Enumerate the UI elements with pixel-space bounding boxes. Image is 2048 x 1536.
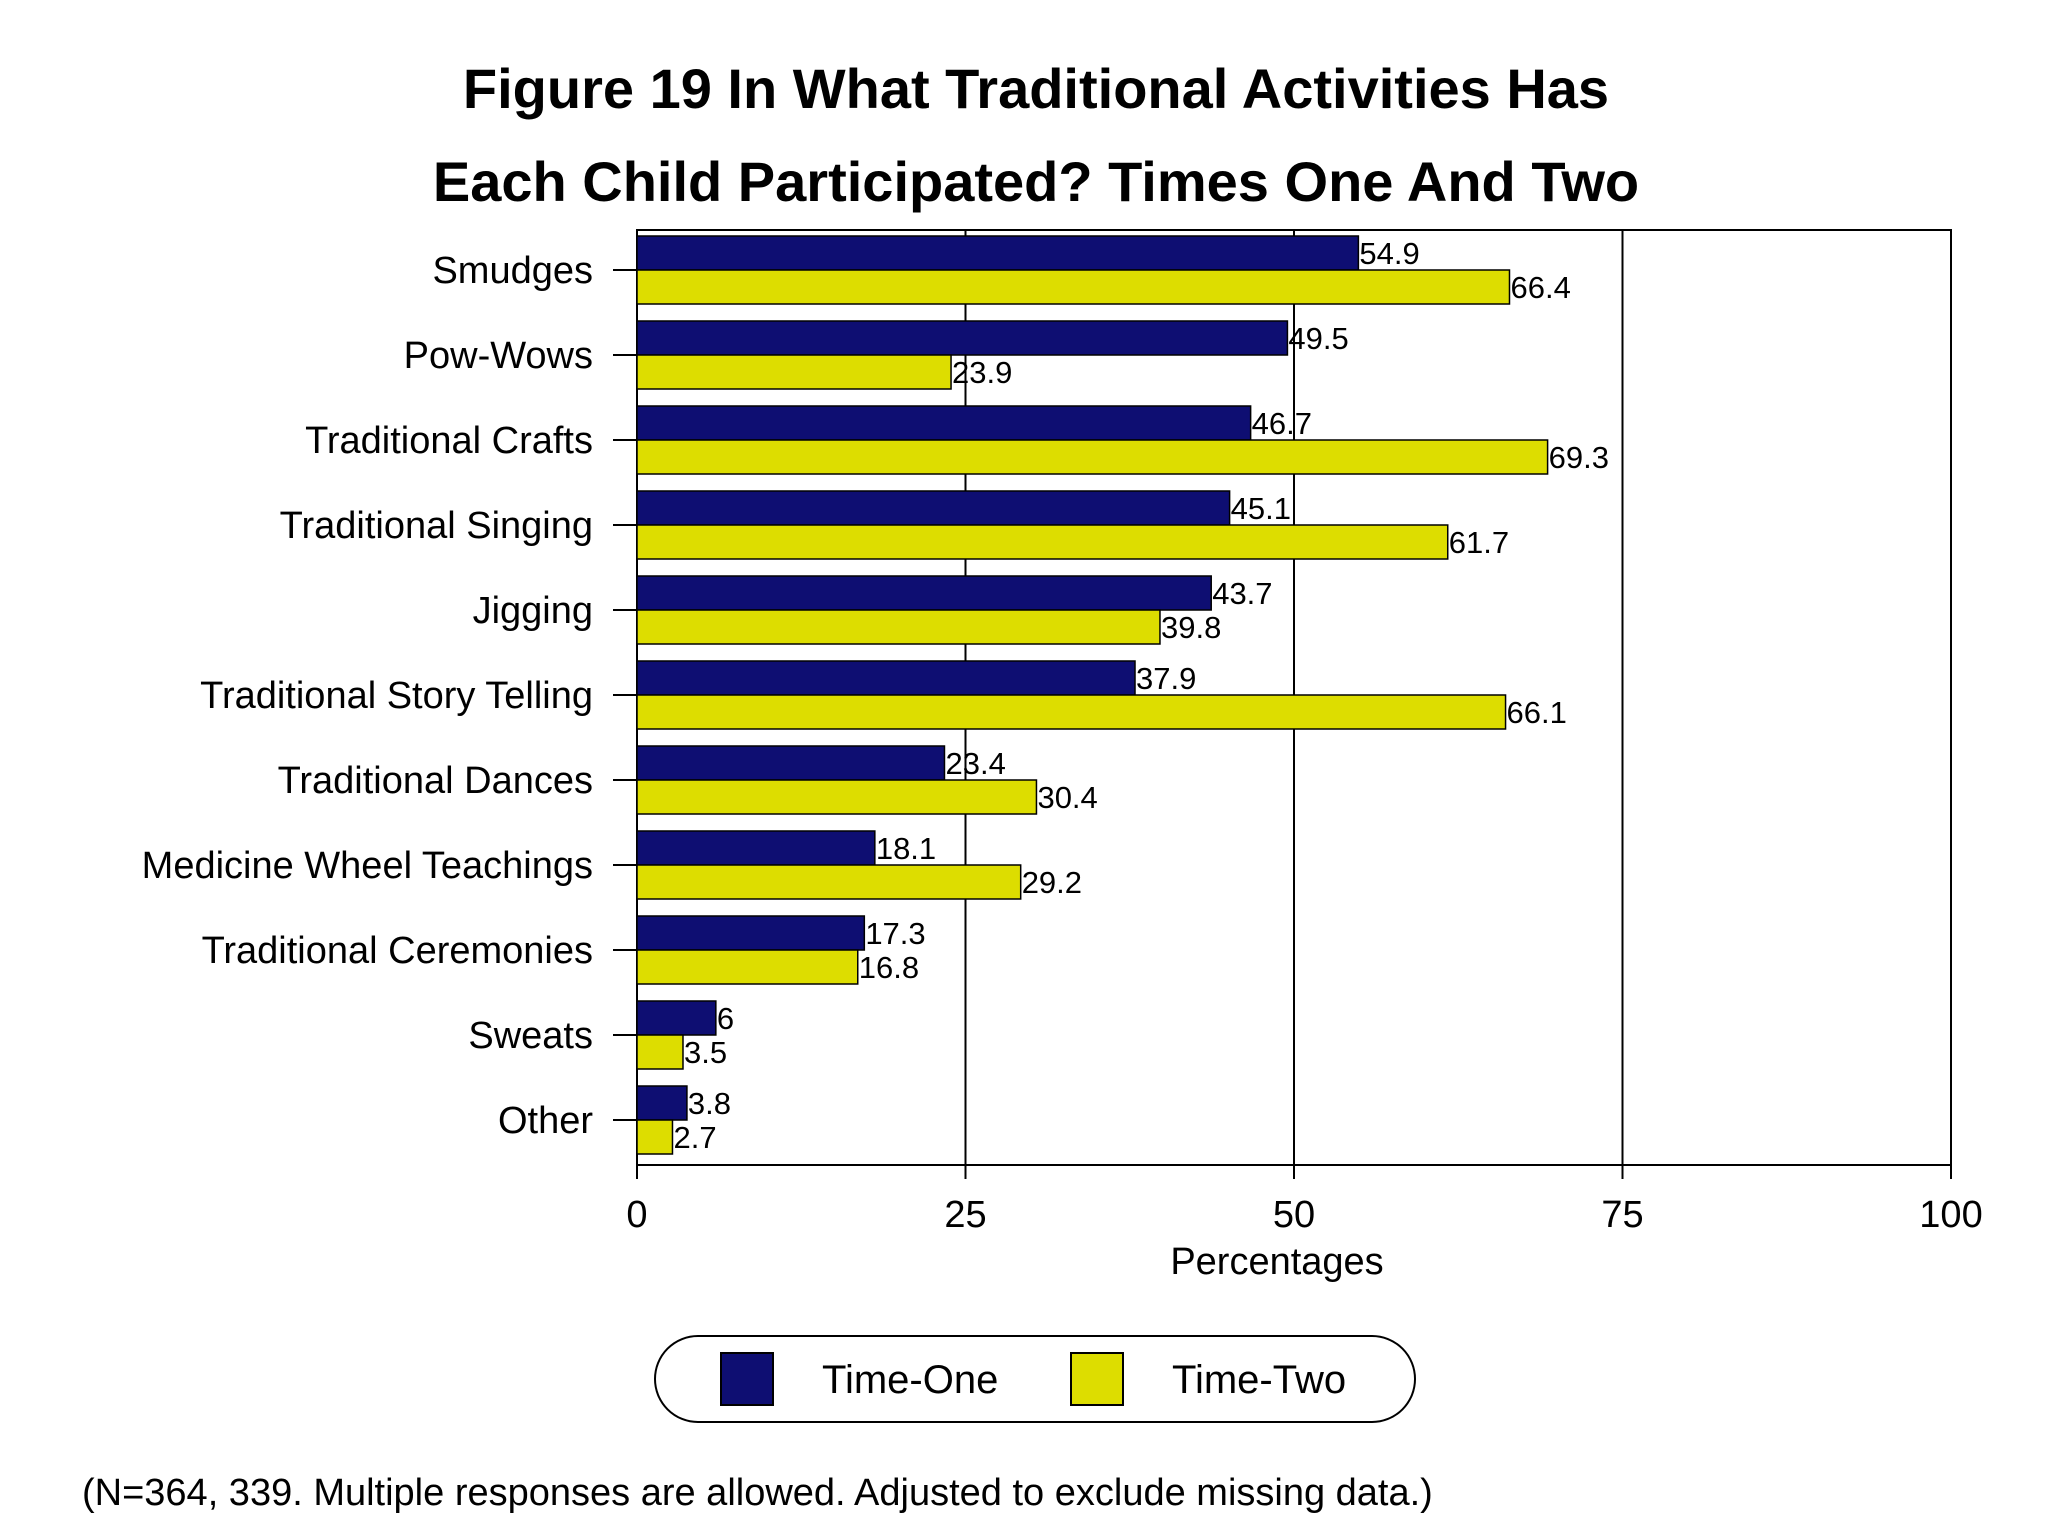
bar-time-one-sweats xyxy=(636,1000,717,1036)
bar-time-two-traditional-singing xyxy=(636,524,1449,560)
data-label-time-two-jigging: 39.8 xyxy=(1161,610,1221,645)
bar-time-one-medicine-wheel-teachings xyxy=(636,830,876,866)
data-label-time-one-pow-wows: 49.5 xyxy=(1288,321,1348,356)
data-label-time-one-traditional-crafts: 46.7 xyxy=(1252,406,1312,441)
legend-label-time-one: Time-One xyxy=(822,1358,998,1402)
data-label-time-two-traditional-dances: 30.4 xyxy=(1037,780,1097,815)
legend: Time-One Time-Two xyxy=(654,1335,1416,1423)
category-label-pow-wows: Pow-Wows xyxy=(404,335,593,377)
legend-swatch-time-one xyxy=(720,1352,774,1406)
data-label-time-one-smudges: 54.9 xyxy=(1359,236,1419,271)
data-label-time-one-medicine-wheel-teachings: 18.1 xyxy=(876,831,936,866)
data-label-time-two-sweats: 3.5 xyxy=(684,1035,727,1070)
data-label-time-two-traditional-ceremonies: 16.8 xyxy=(859,950,919,985)
bar-time-one-traditional-singing xyxy=(636,490,1231,526)
plot-area: 0 25 50 75 100 Smudges 54.9 66.4 Pow-Wows 49.5 23.… xyxy=(142,229,1983,1236)
bar-time-one-traditional-story-telling xyxy=(636,660,1136,696)
data-label-time-two-pow-wows: 23.9 xyxy=(952,355,1012,390)
bar-time-one-traditional-crafts xyxy=(636,405,1252,441)
bar-time-two-traditional-crafts xyxy=(636,439,1549,475)
legend-swatch-time-two xyxy=(1070,1352,1124,1406)
data-label-time-two-traditional-crafts: 69.3 xyxy=(1549,440,1609,475)
data-label-time-one-sweats: 6 xyxy=(717,1001,734,1036)
x-tick-label-50: 50 xyxy=(1273,1194,1315,1236)
x-tick-label-100: 100 xyxy=(1919,1194,1982,1236)
data-label-time-one-traditional-story-telling: 37.9 xyxy=(1136,661,1196,696)
bar-time-two-traditional-ceremonies xyxy=(636,949,859,985)
legend-label-time-two: Time-Two xyxy=(1172,1358,1346,1402)
bar-time-two-traditional-dances xyxy=(636,779,1038,815)
data-label-time-two-other: 2.7 xyxy=(673,1120,716,1155)
category-label-sweats: Sweats xyxy=(468,1015,593,1057)
data-label-time-two-smudges: 66.4 xyxy=(1510,270,1570,305)
x-tick-label-25: 25 xyxy=(944,1194,986,1236)
bar-time-one-traditional-dances xyxy=(636,745,946,781)
category-label-traditional-crafts: Traditional Crafts xyxy=(305,420,593,462)
chart-title-line-1: Figure 19 In What Traditional Activities… xyxy=(463,57,1609,120)
category-label-traditional-singing: Traditional Singing xyxy=(280,505,593,547)
category-label-traditional-story-telling: Traditional Story Telling xyxy=(200,675,593,717)
data-label-time-one-other: 3.8 xyxy=(688,1086,731,1121)
bar-time-two-smudges xyxy=(636,269,1511,305)
category-label-other: Other xyxy=(498,1100,593,1142)
bar-time-one-jigging xyxy=(636,575,1212,611)
bar-time-two-jigging xyxy=(636,609,1161,645)
data-label-time-one-jigging: 43.7 xyxy=(1212,576,1272,611)
bar-time-one-pow-wows xyxy=(636,320,1289,356)
footnote: (N=364, 339. Multiple responses are allo… xyxy=(82,1472,1433,1514)
data-label-time-one-traditional-ceremonies: 17.3 xyxy=(865,916,925,951)
category-label-smudges: Smudges xyxy=(432,250,593,292)
chart-title-line-2: Each Child Participated? Times One And T… xyxy=(433,150,1639,213)
bar-time-two-traditional-story-telling xyxy=(636,694,1507,730)
data-label-time-one-traditional-singing: 45.1 xyxy=(1231,491,1291,526)
category-label-medicine-wheel-teachings: Medicine Wheel Teachings xyxy=(142,845,593,887)
bar-time-two-medicine-wheel-teachings xyxy=(636,864,1022,900)
bar-time-two-pow-wows xyxy=(636,354,952,390)
data-label-time-two-traditional-singing: 61.7 xyxy=(1449,525,1509,560)
bar-time-one-other xyxy=(636,1085,688,1121)
x-tick-label-75: 75 xyxy=(1601,1194,1643,1236)
bar-time-one-smudges xyxy=(636,235,1360,271)
data-label-time-one-traditional-dances: 23.4 xyxy=(945,746,1005,781)
data-label-time-two-traditional-story-telling: 66.1 xyxy=(1507,695,1567,730)
bar-time-two-sweats xyxy=(636,1034,684,1070)
category-label-jigging: Jigging xyxy=(473,590,593,632)
category-label-traditional-ceremonies: Traditional Ceremonies xyxy=(202,930,593,972)
legend-frame xyxy=(654,1335,1416,1423)
category-label-traditional-dances: Traditional Dances xyxy=(278,760,593,802)
data-label-time-two-medicine-wheel-teachings: 29.2 xyxy=(1022,865,1082,900)
x-axis-title: Percentages xyxy=(1170,1241,1383,1283)
bar-time-two-other xyxy=(636,1119,674,1155)
bar-time-one-traditional-ceremonies xyxy=(636,915,866,951)
x-tick-label-0: 0 xyxy=(626,1194,647,1236)
